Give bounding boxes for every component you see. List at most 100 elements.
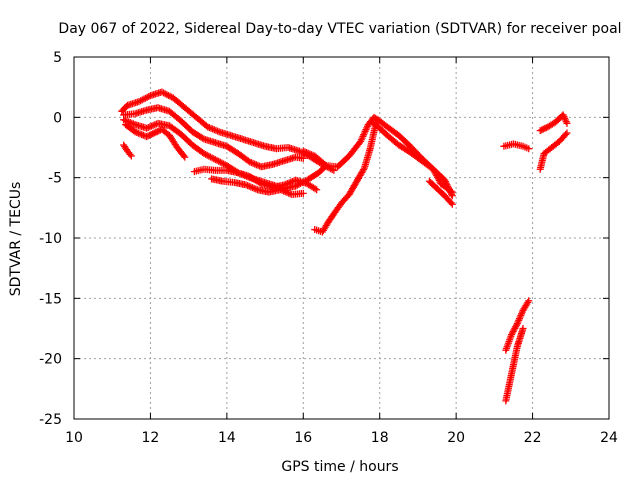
data-point xyxy=(210,126,218,134)
series-track-2 xyxy=(120,104,307,171)
data-point xyxy=(134,129,142,137)
x-tick-label: 10 xyxy=(65,430,83,446)
data-point xyxy=(152,128,160,136)
data-point xyxy=(288,177,296,185)
data-point xyxy=(145,92,153,100)
data-point xyxy=(321,160,329,168)
x-tick-label: 18 xyxy=(371,430,389,446)
data-point xyxy=(280,187,288,195)
chart-title: Day 067 of 2022, Sidereal Day-to-day VTE… xyxy=(58,21,621,37)
data-point xyxy=(120,116,128,124)
data-point xyxy=(139,131,147,139)
axis-ticks xyxy=(73,56,610,420)
x-tick-label: 20 xyxy=(447,430,465,446)
data-point xyxy=(281,188,289,196)
data-point xyxy=(151,121,159,129)
data-point xyxy=(508,331,516,339)
y-tick-label: -5 xyxy=(48,171,62,187)
data-point xyxy=(444,182,452,190)
data-point xyxy=(307,151,315,159)
data-marks xyxy=(118,88,571,405)
series-track-5 xyxy=(120,141,135,160)
data-point xyxy=(212,126,220,134)
series-track-7 xyxy=(208,175,307,199)
x-tick-labels: 10 12 14 16 18 20 22 24 xyxy=(65,430,618,446)
series-track-10 xyxy=(368,118,456,200)
data-point xyxy=(515,315,523,323)
data-point xyxy=(249,159,257,167)
data-point xyxy=(306,150,314,158)
y-tick-label: -20 xyxy=(39,352,62,368)
data-point xyxy=(246,158,254,166)
series-track-11 xyxy=(425,177,456,208)
data-point xyxy=(446,187,454,195)
data-point xyxy=(150,129,158,137)
series-track-4 xyxy=(122,121,189,161)
data-point xyxy=(299,154,307,162)
data-point xyxy=(251,160,259,168)
data-point xyxy=(128,119,136,127)
data-point xyxy=(509,327,517,335)
data-point xyxy=(536,127,544,135)
y-tick-label: -15 xyxy=(39,291,62,307)
data-point xyxy=(448,200,456,208)
data-point xyxy=(249,184,257,192)
data-point xyxy=(514,318,522,326)
data-point xyxy=(443,181,451,189)
data-point xyxy=(508,329,516,337)
data-point xyxy=(517,311,525,319)
data-point xyxy=(127,152,135,160)
x-tick-label: 22 xyxy=(524,430,542,446)
data-point xyxy=(445,184,452,192)
data-point xyxy=(299,189,307,197)
data-point xyxy=(525,145,533,153)
data-point xyxy=(143,133,151,141)
data-point xyxy=(254,161,262,169)
x-tick-label: 24 xyxy=(600,430,618,446)
y-tick-label: 0 xyxy=(53,110,62,126)
data-point xyxy=(303,148,311,156)
data-point xyxy=(448,190,456,198)
data-point xyxy=(136,130,144,138)
data-point xyxy=(510,326,518,334)
data-point xyxy=(278,186,286,194)
data-point xyxy=(209,125,217,133)
series-track-8 xyxy=(299,113,456,196)
data-point xyxy=(205,124,213,132)
data-point xyxy=(138,131,146,139)
data-point xyxy=(149,121,157,129)
data-point xyxy=(512,321,520,329)
data-point xyxy=(511,324,519,332)
data-point xyxy=(146,123,154,131)
y-tick-label: -25 xyxy=(39,412,62,428)
series-track-15 xyxy=(502,297,533,354)
data-point xyxy=(283,188,291,196)
data-point xyxy=(144,124,152,132)
data-point xyxy=(513,320,521,328)
data-point xyxy=(126,150,134,158)
data-point xyxy=(512,323,520,331)
data-point xyxy=(247,183,255,191)
data-point xyxy=(285,179,293,187)
data-point xyxy=(242,181,250,189)
data-point xyxy=(541,124,549,132)
data-point xyxy=(445,185,453,193)
data-point xyxy=(311,185,319,193)
data-point xyxy=(131,128,139,136)
series-track-6 xyxy=(190,165,321,194)
data-point xyxy=(518,308,526,316)
data-point xyxy=(563,119,571,127)
data-point xyxy=(180,152,188,160)
data-point xyxy=(245,182,253,190)
data-point xyxy=(149,130,157,138)
data-point xyxy=(442,179,450,187)
data-point xyxy=(441,178,449,186)
data-point xyxy=(153,128,161,136)
data-point xyxy=(285,189,293,197)
data-point xyxy=(447,189,455,197)
x-tick-label: 14 xyxy=(218,430,236,446)
data-point xyxy=(301,148,309,156)
y-axis-label: SDTVAR / TECUs xyxy=(8,182,24,297)
data-point xyxy=(524,298,532,306)
